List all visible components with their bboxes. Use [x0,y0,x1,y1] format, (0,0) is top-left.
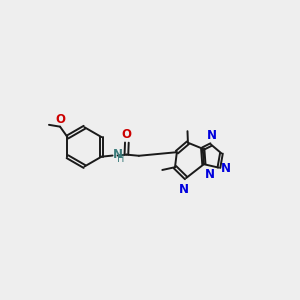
Text: H: H [117,154,124,164]
Text: N: N [179,183,189,196]
Text: N: N [221,162,231,175]
Text: O: O [55,113,65,126]
Text: N: N [205,168,215,182]
Text: N: N [207,129,217,142]
Text: O: O [122,128,132,141]
Text: N: N [113,148,123,161]
